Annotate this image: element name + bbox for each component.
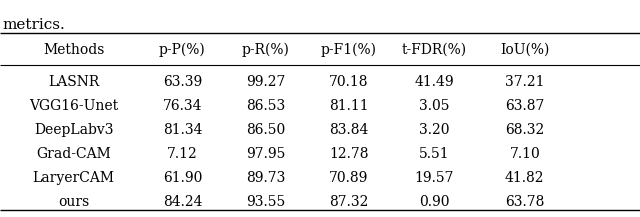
- Text: 63.39: 63.39: [163, 75, 202, 89]
- Text: ours: ours: [58, 195, 89, 209]
- Text: 37.21: 37.21: [505, 75, 545, 89]
- Text: 89.73: 89.73: [246, 171, 285, 185]
- Text: 5.51: 5.51: [419, 147, 449, 161]
- Text: t-FDR(%): t-FDR(%): [401, 43, 467, 57]
- Text: LaryerCAM: LaryerCAM: [33, 171, 115, 185]
- Text: 70.89: 70.89: [329, 171, 369, 185]
- Text: 87.32: 87.32: [329, 195, 369, 209]
- Text: Methods: Methods: [43, 43, 104, 57]
- Text: p-F1(%): p-F1(%): [321, 43, 377, 57]
- Text: metrics.: metrics.: [2, 18, 65, 32]
- Text: 68.32: 68.32: [505, 123, 545, 137]
- Text: p-R(%): p-R(%): [242, 43, 289, 57]
- Text: 3.20: 3.20: [419, 123, 449, 137]
- Text: 70.18: 70.18: [329, 75, 369, 89]
- Text: 0.90: 0.90: [419, 195, 449, 209]
- Text: 84.24: 84.24: [163, 195, 202, 209]
- Text: 86.50: 86.50: [246, 123, 285, 137]
- Text: VGG16-Unet: VGG16-Unet: [29, 99, 118, 113]
- Text: 93.55: 93.55: [246, 195, 285, 209]
- Text: 61.90: 61.90: [163, 171, 202, 185]
- Text: 12.78: 12.78: [329, 147, 369, 161]
- Text: p-P(%): p-P(%): [159, 43, 206, 57]
- Text: 41.49: 41.49: [414, 75, 454, 89]
- Text: 63.78: 63.78: [505, 195, 545, 209]
- Text: 81.34: 81.34: [163, 123, 202, 137]
- Text: Grad-CAM: Grad-CAM: [36, 147, 111, 161]
- Text: DeepLabv3: DeepLabv3: [34, 123, 113, 137]
- Text: 99.27: 99.27: [246, 75, 285, 89]
- Text: 63.87: 63.87: [505, 99, 545, 113]
- Text: 41.82: 41.82: [505, 171, 545, 185]
- Text: 7.10: 7.10: [509, 147, 540, 161]
- Text: IoU(%): IoU(%): [500, 43, 550, 57]
- Text: 86.53: 86.53: [246, 99, 285, 113]
- Text: LASNR: LASNR: [48, 75, 99, 89]
- Text: 81.11: 81.11: [329, 99, 369, 113]
- Text: 76.34: 76.34: [163, 99, 202, 113]
- Text: 97.95: 97.95: [246, 147, 285, 161]
- Text: 3.05: 3.05: [419, 99, 449, 113]
- Text: 83.84: 83.84: [329, 123, 369, 137]
- Text: 19.57: 19.57: [414, 171, 454, 185]
- Text: 7.12: 7.12: [167, 147, 198, 161]
